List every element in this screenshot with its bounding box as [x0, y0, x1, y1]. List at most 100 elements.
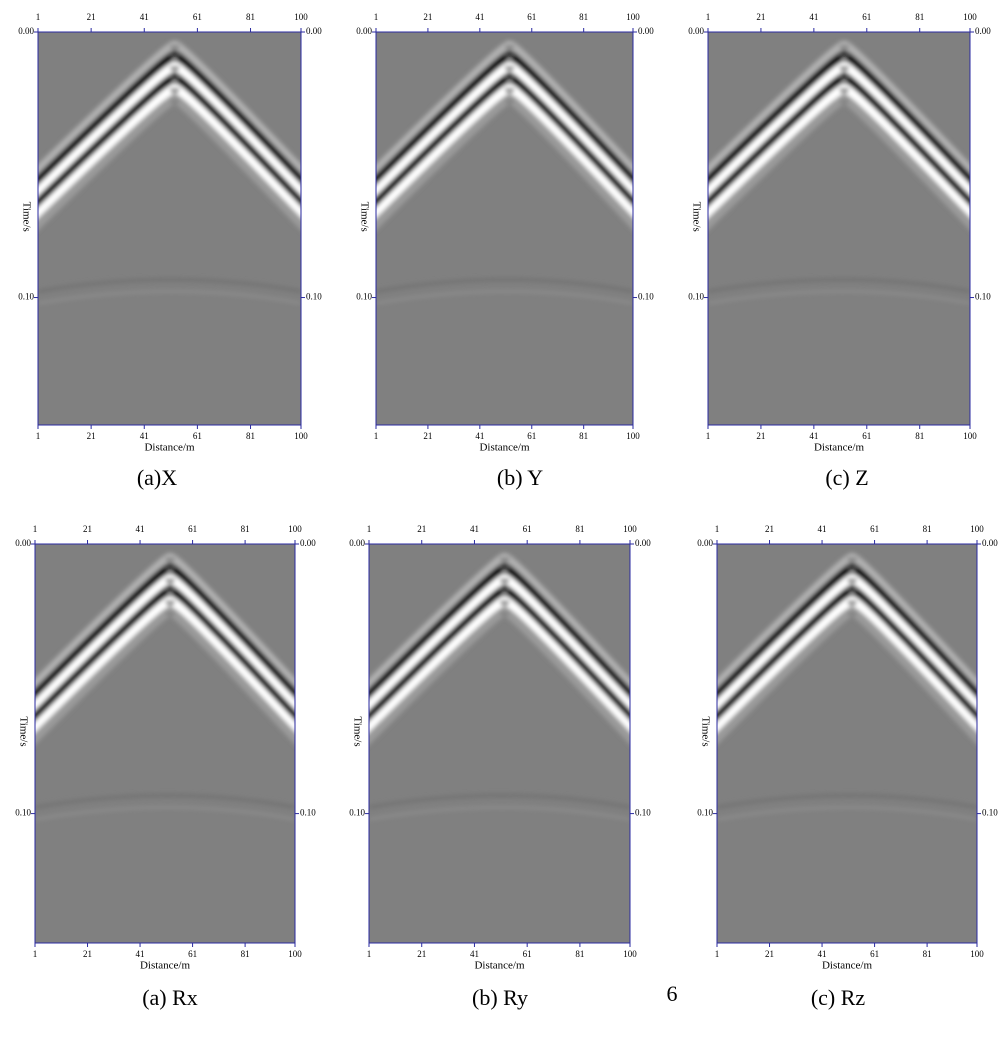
- x-tick-label: 100: [963, 431, 977, 441]
- x-tick-label: 61: [193, 12, 202, 22]
- x-tick-label: 21: [87, 431, 96, 441]
- x-tick-label: 21: [417, 524, 426, 534]
- x-tick-label: 100: [970, 949, 984, 959]
- x-tick-label: 1: [715, 949, 720, 959]
- y-tick-label: 0.10: [15, 808, 31, 818]
- y-tick-label: 0.00: [306, 26, 322, 36]
- y-axis-label: Time/s: [699, 716, 711, 746]
- x-tick-label: 1: [367, 949, 372, 959]
- x-tick-label: 100: [623, 949, 637, 959]
- caption: (a) Rx: [142, 985, 198, 1010]
- x-tick-label: 100: [294, 12, 308, 22]
- y-tick-label: 0.00: [349, 538, 365, 548]
- x-tick-label: 81: [915, 12, 924, 22]
- x-tick-label: 21: [83, 949, 92, 959]
- x-tick-label: 61: [193, 431, 202, 441]
- x-tick-label: 21: [756, 431, 765, 441]
- x-tick-label: 41: [809, 12, 818, 22]
- x-tick-label: 41: [809, 431, 818, 441]
- y-tick-label: 0.10: [306, 292, 322, 302]
- x-tick-label: 100: [288, 524, 302, 534]
- x-tick-label: 100: [963, 12, 977, 22]
- x-tick-label: 61: [527, 431, 536, 441]
- page-number: 6: [667, 981, 678, 1006]
- x-tick-label: 21: [765, 524, 774, 534]
- wavefield: [364, 544, 635, 943]
- x-tick-label: 41: [136, 524, 145, 534]
- x-tick-label: 41: [475, 12, 484, 22]
- y-axis-label: Time/s: [358, 202, 370, 232]
- y-tick-label: 0.10: [349, 808, 365, 818]
- y-tick-label: 0.00: [635, 538, 651, 548]
- x-tick-label: 61: [527, 12, 536, 22]
- x-tick-label: 1: [374, 431, 379, 441]
- x-axis-label: Distance/m: [140, 960, 191, 972]
- x-tick-label: 41: [470, 524, 479, 534]
- x-tick-label: 61: [188, 949, 197, 959]
- x-tick-label: 1: [367, 524, 372, 534]
- y-axis-label: Time/s: [20, 202, 32, 232]
- x-tick-label: 21: [756, 12, 765, 22]
- x-axis-label: Distance/m: [822, 960, 873, 972]
- wavefield: [30, 544, 300, 943]
- y-tick-label: 0.00: [688, 26, 704, 36]
- x-tick-label: 81: [246, 12, 255, 22]
- x-tick-label: 41: [470, 949, 479, 959]
- y-axis-label: Time/s: [351, 716, 363, 746]
- x-tick-label: 61: [523, 949, 532, 959]
- x-tick-label: 41: [475, 431, 484, 441]
- x-tick-label: 21: [423, 431, 432, 441]
- wavefield: [33, 32, 306, 425]
- x-tick-label: 81: [915, 431, 924, 441]
- x-tick-label: 81: [579, 12, 588, 22]
- y-tick-label: 0.00: [15, 538, 31, 548]
- caption: (c) Z: [825, 465, 868, 490]
- x-tick-label: 1: [715, 524, 720, 534]
- x-tick-label: 41: [136, 949, 145, 959]
- x-tick-label: 1: [33, 949, 38, 959]
- y-tick-label: 0.10: [635, 808, 651, 818]
- x-tick-label: 61: [862, 12, 871, 22]
- x-tick-label: 41: [140, 12, 149, 22]
- x-tick-label: 41: [818, 949, 827, 959]
- x-tick-label: 1: [33, 524, 38, 534]
- wavefield: [712, 544, 982, 943]
- x-tick-label: 81: [923, 524, 932, 534]
- x-tick-label: 81: [241, 524, 250, 534]
- x-tick-label: 21: [765, 949, 774, 959]
- x-tick-label: 61: [870, 524, 879, 534]
- caption: (b) Y: [497, 465, 543, 490]
- y-tick-label: 0.10: [975, 292, 991, 302]
- y-tick-label: 0.10: [300, 808, 316, 818]
- x-tick-label: 1: [36, 12, 41, 22]
- x-tick-label: 61: [870, 949, 879, 959]
- y-tick-label: 0.10: [18, 292, 34, 302]
- x-tick-label: 21: [83, 524, 92, 534]
- x-tick-label: 81: [575, 524, 584, 534]
- x-tick-label: 81: [241, 949, 250, 959]
- x-tick-label: 61: [523, 524, 532, 534]
- y-tick-label: 0.10: [638, 292, 654, 302]
- y-tick-label: 0.00: [975, 26, 991, 36]
- caption: (c) Rz: [811, 985, 866, 1010]
- x-tick-label: 1: [374, 12, 379, 22]
- y-tick-label: 0.10: [697, 808, 713, 818]
- x-tick-label: 21: [423, 12, 432, 22]
- x-axis-label: Distance/m: [144, 442, 195, 454]
- x-axis-label: Distance/m: [479, 442, 530, 454]
- x-tick-label: 1: [706, 12, 711, 22]
- caption: (a)X: [137, 465, 177, 490]
- x-tick-label: 61: [862, 431, 871, 441]
- x-tick-label: 100: [626, 431, 640, 441]
- wavefield: [703, 32, 975, 425]
- y-tick-label: 0.10: [356, 292, 372, 302]
- y-axis-label: Time/s: [17, 716, 29, 746]
- x-axis-label: Distance/m: [814, 442, 865, 454]
- x-tick-label: 1: [36, 431, 41, 441]
- x-tick-label: 61: [188, 524, 197, 534]
- y-tick-label: 0.00: [300, 538, 316, 548]
- x-tick-label: 81: [246, 431, 255, 441]
- x-tick-label: 21: [87, 12, 96, 22]
- x-tick-label: 1: [706, 431, 711, 441]
- y-tick-label: 0.00: [697, 538, 713, 548]
